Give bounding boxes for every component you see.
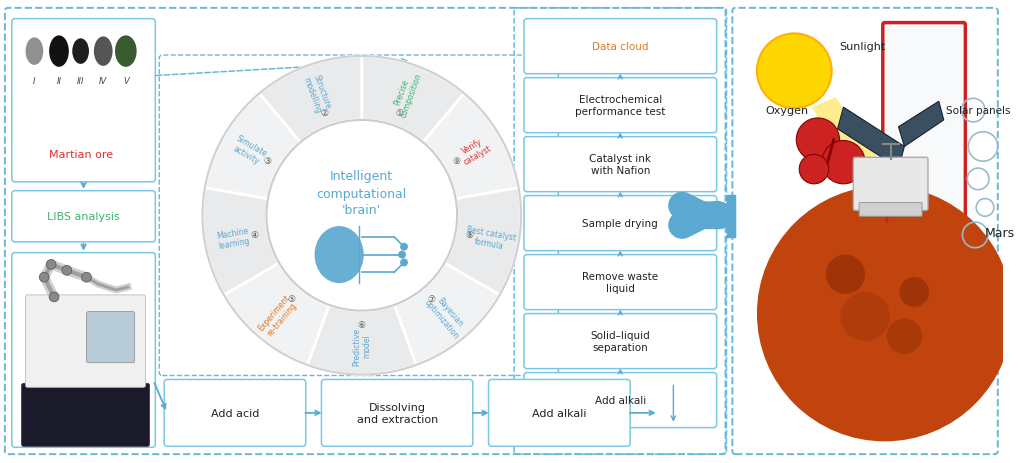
FancyBboxPatch shape — [321, 380, 473, 446]
Text: ④: ④ — [250, 230, 258, 239]
Text: Remove waste
liquid: Remove waste liquid — [582, 272, 657, 293]
Text: ⑤: ⑤ — [287, 295, 296, 304]
FancyBboxPatch shape — [524, 78, 716, 133]
Text: ⑨: ⑨ — [451, 157, 460, 166]
Circle shape — [399, 259, 408, 267]
FancyBboxPatch shape — [524, 373, 716, 428]
Circle shape — [799, 155, 827, 184]
Text: Sunlight: Sunlight — [839, 42, 884, 52]
Text: computational: computational — [316, 188, 407, 201]
Text: Bayesian
optimization: Bayesian optimization — [422, 291, 468, 340]
Ellipse shape — [49, 36, 68, 68]
Text: Data cloud: Data cloud — [591, 42, 648, 52]
Text: 'brain': 'brain' — [341, 203, 381, 216]
Circle shape — [756, 187, 1012, 441]
Circle shape — [886, 319, 921, 354]
Polygon shape — [837, 108, 904, 169]
Polygon shape — [811, 98, 883, 184]
Text: Simulate
activity: Simulate activity — [229, 134, 268, 168]
Text: II: II — [56, 77, 61, 86]
Text: Catalyst ink
with Nafion: Catalyst ink with Nafion — [589, 154, 651, 175]
Text: III: III — [76, 77, 85, 86]
Text: I: I — [34, 77, 36, 86]
FancyBboxPatch shape — [524, 314, 716, 369]
Circle shape — [756, 34, 830, 109]
Text: ①: ① — [394, 109, 403, 118]
FancyBboxPatch shape — [524, 138, 716, 192]
Text: ⑧: ⑧ — [465, 230, 473, 239]
Circle shape — [825, 255, 864, 294]
Text: Add acid: Add acid — [211, 408, 259, 418]
Wedge shape — [307, 305, 416, 375]
Circle shape — [46, 260, 56, 270]
Text: ③: ③ — [263, 157, 271, 166]
Text: Best catalyst
formula: Best catalyst formula — [464, 225, 516, 252]
FancyBboxPatch shape — [524, 196, 716, 251]
FancyBboxPatch shape — [25, 295, 146, 388]
FancyBboxPatch shape — [524, 255, 716, 310]
Text: Martian ore: Martian ore — [49, 150, 112, 160]
Text: Intelligent: Intelligent — [330, 170, 393, 183]
Text: Verify
catalyst: Verify catalyst — [457, 135, 492, 167]
FancyBboxPatch shape — [858, 203, 921, 217]
Circle shape — [62, 266, 71, 275]
FancyBboxPatch shape — [524, 19, 716, 75]
Text: Solar panels: Solar panels — [945, 106, 1009, 116]
Text: Add alkali: Add alkali — [594, 395, 645, 405]
Polygon shape — [898, 102, 943, 147]
Text: ⑦: ⑦ — [427, 295, 435, 304]
Text: Machine
learning: Machine learning — [216, 226, 251, 250]
Circle shape — [40, 273, 49, 282]
Text: ②: ② — [320, 109, 328, 118]
FancyBboxPatch shape — [21, 383, 149, 446]
Text: Precise
composition: Precise composition — [389, 69, 423, 119]
Circle shape — [899, 278, 928, 307]
Circle shape — [399, 243, 408, 251]
Wedge shape — [444, 188, 521, 295]
FancyBboxPatch shape — [87, 312, 135, 363]
Text: Solid–liquid
separation: Solid–liquid separation — [590, 331, 649, 352]
Text: Oxygen: Oxygen — [764, 106, 807, 116]
FancyBboxPatch shape — [12, 253, 155, 447]
Text: Predictive
model: Predictive model — [352, 327, 371, 365]
FancyBboxPatch shape — [853, 158, 927, 211]
Wedge shape — [223, 263, 329, 365]
FancyBboxPatch shape — [12, 191, 155, 242]
Circle shape — [796, 119, 839, 162]
Circle shape — [397, 251, 406, 259]
Text: Experiment
re-training: Experiment re-training — [256, 292, 300, 338]
Circle shape — [266, 121, 457, 311]
Wedge shape — [205, 94, 301, 199]
Text: V: V — [123, 77, 128, 86]
Text: Dissolving
and extraction: Dissolving and extraction — [357, 402, 437, 424]
FancyBboxPatch shape — [164, 380, 306, 446]
Text: Structure
modelling: Structure modelling — [302, 73, 332, 115]
Wedge shape — [394, 263, 499, 365]
Ellipse shape — [94, 38, 112, 67]
Text: IV: IV — [99, 77, 107, 86]
Ellipse shape — [72, 39, 89, 65]
Text: ⑥: ⑥ — [358, 320, 366, 329]
Text: Electrochemical
performance test: Electrochemical performance test — [575, 95, 664, 117]
Wedge shape — [259, 57, 362, 143]
Ellipse shape — [314, 226, 364, 283]
Ellipse shape — [25, 38, 43, 66]
Text: Mars: Mars — [984, 227, 1014, 240]
FancyBboxPatch shape — [12, 19, 155, 182]
Circle shape — [49, 292, 59, 302]
FancyBboxPatch shape — [881, 24, 964, 224]
Circle shape — [840, 292, 889, 341]
Wedge shape — [362, 57, 464, 143]
Circle shape — [82, 273, 92, 282]
Circle shape — [821, 141, 864, 184]
Text: Add alkali: Add alkali — [532, 408, 586, 418]
Text: Sample drying: Sample drying — [582, 219, 657, 229]
Text: LIBS analysis: LIBS analysis — [47, 212, 120, 222]
Ellipse shape — [115, 36, 137, 68]
Wedge shape — [423, 94, 518, 199]
FancyBboxPatch shape — [488, 380, 630, 446]
Wedge shape — [203, 188, 279, 295]
